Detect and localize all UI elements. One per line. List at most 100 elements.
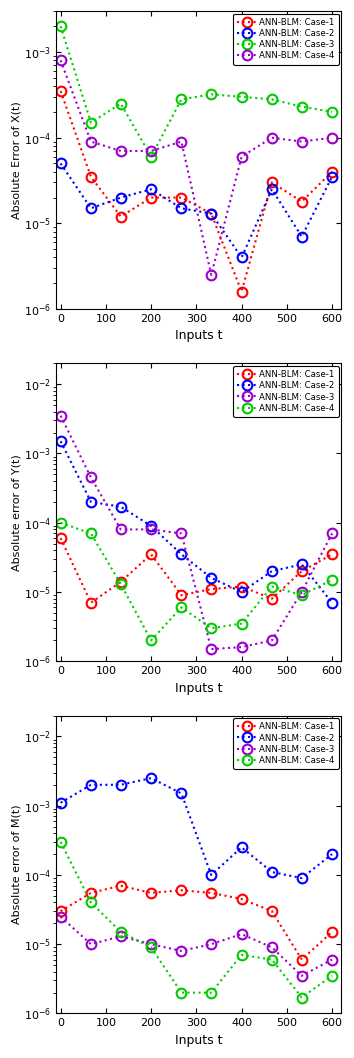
ANN-BLM: Case-4: (467, 0.0001): Case-4: (467, 0.0001) (270, 131, 274, 144)
ANN-BLM: Case-4: (467, 1.2e-05): Case-4: (467, 1.2e-05) (270, 580, 274, 592)
ANN-BLM: Case-1: (400, 1.6e-06): Case-1: (400, 1.6e-06) (239, 286, 244, 298)
ANN-BLM: Case-3: (400, 1.4e-05): Case-3: (400, 1.4e-05) (239, 928, 244, 941)
ANN-BLM: Case-2: (400, 1e-05): Case-2: (400, 1e-05) (239, 586, 244, 599)
ANN-BLM: Case-4: (0, 0.0008): Case-4: (0, 0.0008) (58, 54, 63, 67)
ANN-BLM: Case-1: (133, 7e-05): Case-1: (133, 7e-05) (119, 879, 123, 892)
ANN-BLM: Case-3: (333, 0.00032): Case-3: (333, 0.00032) (209, 88, 213, 101)
X-axis label: Inputs t: Inputs t (175, 681, 222, 695)
ANN-BLM: Case-1: (600, 3.5e-05): Case-1: (600, 3.5e-05) (330, 548, 334, 561)
Line: ANN-BLM: Case-2: ANN-BLM: Case-2 (56, 159, 337, 262)
ANN-BLM: Case-1: (0, 6e-05): Case-1: (0, 6e-05) (58, 532, 63, 545)
ANN-BLM: Case-1: (400, 4.5e-05): Case-1: (400, 4.5e-05) (239, 893, 244, 906)
ANN-BLM: Case-2: (533, 7e-06): Case-2: (533, 7e-06) (299, 231, 304, 243)
ANN-BLM: Case-2: (400, 4e-06): Case-2: (400, 4e-06) (239, 251, 244, 263)
ANN-BLM: Case-4: (333, 2e-06): Case-4: (333, 2e-06) (209, 986, 213, 999)
ANN-BLM: Case-1: (200, 2e-05): Case-1: (200, 2e-05) (149, 191, 153, 204)
ANN-BLM: Case-1: (400, 1.2e-05): Case-1: (400, 1.2e-05) (239, 580, 244, 592)
Line: ANN-BLM: Case-4: ANN-BLM: Case-4 (56, 55, 337, 279)
Y-axis label: Absolute Error of X(t): Absolute Error of X(t) (11, 102, 21, 219)
ANN-BLM: Case-1: (467, 8e-06): Case-1: (467, 8e-06) (270, 592, 274, 605)
ANN-BLM: Case-1: (267, 2e-05): Case-1: (267, 2e-05) (179, 191, 183, 204)
ANN-BLM: Case-4: (333, 3e-06): Case-4: (333, 3e-06) (209, 622, 213, 635)
ANN-BLM: Case-3: (467, 2e-06): Case-3: (467, 2e-06) (270, 634, 274, 646)
ANN-BLM: Case-2: (200, 2.5e-05): Case-2: (200, 2.5e-05) (149, 183, 153, 196)
ANN-BLM: Case-2: (333, 1.6e-05): Case-2: (333, 1.6e-05) (209, 571, 213, 584)
ANN-BLM: Case-3: (200, 8e-05): Case-3: (200, 8e-05) (149, 523, 153, 535)
ANN-BLM: Case-2: (467, 2.5e-05): Case-2: (467, 2.5e-05) (270, 183, 274, 196)
ANN-BLM: Case-3: (133, 1.3e-05): Case-3: (133, 1.3e-05) (119, 930, 123, 943)
ANN-BLM: Case-3: (133, 0.00025): Case-3: (133, 0.00025) (119, 97, 123, 110)
ANN-BLM: Case-1: (200, 3.5e-05): Case-1: (200, 3.5e-05) (149, 548, 153, 561)
ANN-BLM: Case-2: (267, 3.5e-05): Case-2: (267, 3.5e-05) (179, 548, 183, 561)
ANN-BLM: Case-3: (533, 1e-05): Case-3: (533, 1e-05) (299, 586, 304, 599)
ANN-BLM: Case-1: (133, 1.4e-05): Case-1: (133, 1.4e-05) (119, 576, 123, 588)
ANN-BLM: Case-4: (600, 0.0001): Case-4: (600, 0.0001) (330, 131, 334, 144)
ANN-BLM: Case-2: (400, 0.00025): Case-2: (400, 0.00025) (239, 841, 244, 854)
ANN-BLM: Case-3: (533, 3.5e-06): Case-3: (533, 3.5e-06) (299, 969, 304, 982)
ANN-BLM: Case-3: (200, 1e-05): Case-3: (200, 1e-05) (149, 937, 153, 950)
ANN-BLM: Case-1: (333, 1.1e-05): Case-1: (333, 1.1e-05) (209, 583, 213, 596)
ANN-BLM: Case-2: (333, 1.3e-05): Case-2: (333, 1.3e-05) (209, 207, 213, 220)
ANN-BLM: Case-2: (133, 2e-05): Case-2: (133, 2e-05) (119, 191, 123, 204)
ANN-BLM: Case-2: (267, 1.5e-05): Case-2: (267, 1.5e-05) (179, 202, 183, 215)
ANN-BLM: Case-1: (67, 5.5e-05): Case-1: (67, 5.5e-05) (89, 887, 93, 899)
Legend: ANN-BLM: Case-1, ANN-BLM: Case-2, ANN-BLM: Case-3, ANN-BLM: Case-4: ANN-BLM: Case-1, ANN-BLM: Case-2, ANN-BL… (233, 366, 338, 417)
ANN-BLM: Case-3: (0, 0.0035): Case-3: (0, 0.0035) (58, 409, 63, 422)
ANN-BLM: Case-3: (400, 0.0003): Case-3: (400, 0.0003) (239, 90, 244, 103)
ANN-BLM: Case-4: (0, 0.0001): Case-4: (0, 0.0001) (58, 516, 63, 529)
ANN-BLM: Case-1: (467, 3e-05): Case-1: (467, 3e-05) (270, 905, 274, 917)
ANN-BLM: Case-4: (133, 7e-05): Case-4: (133, 7e-05) (119, 145, 123, 158)
ANN-BLM: Case-4: (0, 0.0003): Case-4: (0, 0.0003) (58, 836, 63, 849)
ANN-BLM: Case-4: (467, 6e-06): Case-4: (467, 6e-06) (270, 953, 274, 966)
ANN-BLM: Case-3: (600, 0.0002): Case-3: (600, 0.0002) (330, 106, 334, 118)
ANN-BLM: Case-3: (0, 2.5e-05): Case-3: (0, 2.5e-05) (58, 910, 63, 923)
ANN-BLM: Case-2: (267, 0.0015): Case-2: (267, 0.0015) (179, 787, 183, 800)
ANN-BLM: Case-4: (267, 9e-05): Case-4: (267, 9e-05) (179, 135, 183, 148)
ANN-BLM: Case-1: (0, 3e-05): Case-1: (0, 3e-05) (58, 905, 63, 917)
ANN-BLM: Case-1: (333, 1.3e-05): Case-1: (333, 1.3e-05) (209, 207, 213, 220)
ANN-BLM: Case-3: (600, 6e-06): Case-3: (600, 6e-06) (330, 953, 334, 966)
ANN-BLM: Case-3: (467, 0.00028): Case-3: (467, 0.00028) (270, 93, 274, 106)
Legend: ANN-BLM: Case-1, ANN-BLM: Case-2, ANN-BLM: Case-3, ANN-BLM: Case-4: ANN-BLM: Case-1, ANN-BLM: Case-2, ANN-BL… (233, 14, 338, 65)
Line: ANN-BLM: Case-1: ANN-BLM: Case-1 (56, 533, 337, 607)
ANN-BLM: Case-4: (67, 9e-05): Case-4: (67, 9e-05) (89, 135, 93, 148)
ANN-BLM: Case-4: (400, 3.5e-06): Case-4: (400, 3.5e-06) (239, 617, 244, 630)
ANN-BLM: Case-2: (600, 7e-06): Case-2: (600, 7e-06) (330, 597, 334, 609)
ANN-BLM: Case-3: (467, 9e-06): Case-3: (467, 9e-06) (270, 941, 274, 953)
ANN-BLM: Case-3: (67, 0.00015): Case-3: (67, 0.00015) (89, 116, 93, 129)
ANN-BLM: Case-2: (67, 0.002): Case-2: (67, 0.002) (89, 779, 93, 791)
ANN-BLM: Case-4: (600, 1.5e-05): Case-4: (600, 1.5e-05) (330, 573, 334, 586)
ANN-BLM: Case-4: (400, 6e-05): Case-4: (400, 6e-05) (239, 150, 244, 163)
Y-axis label: Absolute error of M(t): Absolute error of M(t) (11, 805, 21, 925)
ANN-BLM: Case-4: (267, 6e-06): Case-4: (267, 6e-06) (179, 601, 183, 614)
ANN-BLM: Case-4: (267, 2e-06): Case-4: (267, 2e-06) (179, 986, 183, 999)
ANN-BLM: Case-3: (267, 7e-05): Case-3: (267, 7e-05) (179, 527, 183, 540)
Line: ANN-BLM: Case-3: ANN-BLM: Case-3 (56, 411, 337, 654)
ANN-BLM: Case-1: (67, 3.5e-05): Case-1: (67, 3.5e-05) (89, 170, 93, 183)
ANN-BLM: Case-4: (533, 1.7e-06): Case-4: (533, 1.7e-06) (299, 991, 304, 1004)
Line: ANN-BLM: Case-4: ANN-BLM: Case-4 (56, 517, 337, 645)
ANN-BLM: Case-1: (267, 9e-06): Case-1: (267, 9e-06) (179, 589, 183, 602)
Line: ANN-BLM: Case-4: ANN-BLM: Case-4 (56, 837, 337, 1002)
ANN-BLM: Case-1: (0, 0.00035): Case-1: (0, 0.00035) (58, 85, 63, 97)
Y-axis label: Absolute error of Y(t): Absolute error of Y(t) (11, 454, 21, 570)
ANN-BLM: Case-1: (533, 2e-05): Case-1: (533, 2e-05) (299, 565, 304, 578)
ANN-BLM: Case-1: (533, 1.8e-05): Case-1: (533, 1.8e-05) (299, 195, 304, 207)
X-axis label: Inputs t: Inputs t (175, 329, 222, 343)
ANN-BLM: Case-1: (200, 5.5e-05): Case-1: (200, 5.5e-05) (149, 887, 153, 899)
ANN-BLM: Case-2: (200, 9e-05): Case-2: (200, 9e-05) (149, 519, 153, 532)
ANN-BLM: Case-3: (400, 1.6e-06): Case-3: (400, 1.6e-06) (239, 641, 244, 654)
Legend: ANN-BLM: Case-1, ANN-BLM: Case-2, ANN-BLM: Case-3, ANN-BLM: Case-4: ANN-BLM: Case-1, ANN-BLM: Case-2, ANN-BL… (233, 718, 338, 769)
ANN-BLM: Case-2: (0, 0.0015): Case-2: (0, 0.0015) (58, 435, 63, 448)
ANN-BLM: Case-4: (533, 9e-05): Case-4: (533, 9e-05) (299, 135, 304, 148)
ANN-BLM: Case-2: (133, 0.00017): Case-2: (133, 0.00017) (119, 500, 123, 513)
ANN-BLM: Case-1: (67, 7e-06): Case-1: (67, 7e-06) (89, 597, 93, 609)
ANN-BLM: Case-3: (267, 8e-06): Case-3: (267, 8e-06) (179, 945, 183, 957)
ANN-BLM: Case-1: (533, 6e-06): Case-1: (533, 6e-06) (299, 953, 304, 966)
Line: ANN-BLM: Case-1: ANN-BLM: Case-1 (56, 881, 337, 965)
ANN-BLM: Case-2: (467, 0.00011): Case-2: (467, 0.00011) (270, 865, 274, 878)
ANN-BLM: Case-2: (200, 0.0025): Case-2: (200, 0.0025) (149, 771, 153, 784)
ANN-BLM: Case-3: (533, 0.00023): Case-3: (533, 0.00023) (299, 101, 304, 113)
ANN-BLM: Case-1: (333, 5.5e-05): Case-1: (333, 5.5e-05) (209, 887, 213, 899)
ANN-BLM: Case-4: (600, 3.5e-06): Case-4: (600, 3.5e-06) (330, 969, 334, 982)
